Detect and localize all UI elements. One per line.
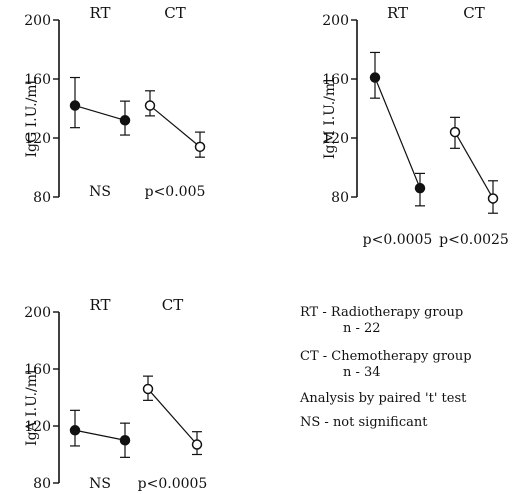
iga-tick-label-200: 200: [24, 305, 51, 321]
iga-ylabel: IgA I.U./ml.: [24, 365, 40, 446]
legend-ct-n: n - 34: [343, 365, 381, 380]
igm-tick-label-80: 80: [331, 190, 349, 206]
igg-ylabel: IgG I.U./ml.: [24, 76, 40, 158]
iga-rt-post-point: [119, 435, 131, 446]
igm-tick-label-160: 160: [322, 72, 349, 88]
igm-ct-header: CT: [463, 4, 484, 22]
igg-rt-header: RT: [89, 4, 110, 22]
iga-rt-pvalue: NS: [89, 476, 111, 492]
igg-tick-label-80: 80: [33, 190, 51, 206]
igg-ct-pvalue: p<0.005: [145, 184, 206, 200]
iga-rt-connector: [74, 429, 126, 441]
igm-ylabel: IgM I.U./ml.: [322, 74, 338, 159]
iga-tick-label-120: 120: [24, 419, 51, 435]
igg-ct-header: CT: [164, 4, 185, 22]
igg-rt-connector: [74, 104, 126, 121]
igm-rt-connector: [374, 77, 421, 189]
legend-rt: RT - Radiotherapy group: [300, 305, 464, 320]
igg-rt-pvalue: NS: [89, 184, 111, 200]
igm-rt-pre-point: [369, 72, 381, 83]
legend-analysis: Analysis by paired 't' test: [300, 391, 467, 406]
iga-ct-post-point: [191, 439, 203, 450]
igg-ct-connector: [149, 105, 201, 148]
legend-ns: NS - not significant: [300, 415, 428, 430]
igm-ct-connector: [454, 131, 494, 199]
iga-ct-pvalue: p<0.0005: [138, 476, 208, 492]
igm-rt-header: RT: [387, 4, 408, 22]
igg-rt-pre-point: [69, 100, 81, 111]
iga-ct-connector: [147, 388, 198, 445]
iga-rt-header: RT: [89, 296, 110, 314]
legend-rt-n: n - 22: [343, 321, 381, 336]
iga-tick-label-160: 160: [24, 362, 51, 378]
igm-rt-pvalue: p<0.0005: [363, 232, 433, 248]
igg-tick-label-120: 120: [24, 131, 51, 147]
iga-ct-header: CT: [162, 296, 183, 314]
igg-ct-pre-point: [144, 100, 156, 111]
igg-rt-post-point: [119, 115, 131, 126]
igg-tick-label-200: 200: [24, 13, 51, 29]
igg-tick-label-160: 160: [24, 72, 51, 88]
igm-rt-post-point: [414, 182, 426, 194]
igm-ct-pre-point: [449, 126, 461, 138]
iga-tick-label-80: 80: [33, 476, 51, 492]
legend-ct: CT - Chemotherapy group: [300, 349, 472, 364]
igm-tick-label-120: 120: [322, 131, 349, 147]
igg-ct-post-point: [194, 141, 206, 153]
igm-tick-label-200: 200: [322, 13, 349, 29]
iga-ct-pre-point: [142, 383, 154, 395]
igm-ct-post-point: [487, 193, 499, 204]
igm-ct-pvalue: p<0.0025: [439, 232, 509, 248]
iga-rt-pre-point: [69, 425, 81, 436]
